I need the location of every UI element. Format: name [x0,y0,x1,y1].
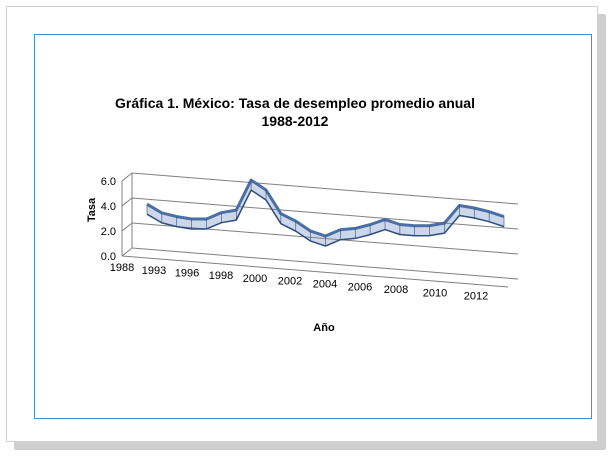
x-tick-label: 1998 [209,270,233,282]
chart-area: Gráfica 1. México: Tasa de desempleo pro… [34,34,592,419]
x-axis-label: Año [313,322,335,334]
gridline [131,247,519,280]
x-tick-label: 2002 [278,276,302,288]
x-tick-label: 1988 [110,262,134,274]
x-tick-label: 2006 [348,281,372,293]
grid-layer [121,172,519,288]
x-tick-label: 1996 [175,267,199,279]
gridline-depth [121,172,133,182]
x-tick-label: 1993 [142,265,166,277]
gridline-depth [121,197,133,207]
gridline [131,222,519,255]
x-tick-label: 2010 [423,287,447,299]
floor-edge [121,255,509,288]
chart-title: Gráfica 1. México: Tasa de desempleo pro… [115,95,475,111]
y-tick-label: 6.0 [101,176,116,188]
y-tick-label: 2.0 [101,226,116,238]
line-chart: Gráfica 1. México: Tasa de desempleo pro… [86,95,519,334]
y-tick-labels: 0.0 2.0 4.0 6.0 [101,176,116,263]
x-tick-label: 2004 [313,279,337,291]
chart-subtitle: 1988-2012 [262,113,329,129]
gridline [131,197,519,230]
gridline-depth [121,222,133,232]
x-tick-label: 2012 [464,291,488,303]
gridline [131,172,519,205]
y-axis-label: Tasa [86,197,98,222]
gridline-depth [121,247,133,257]
chart-frame: Gráfica 1. México: Tasa de desempleo pro… [6,6,598,442]
x-tick-labels: 1988 1993 1996 1998 2000 2002 2004 2006 2008 2010… [110,262,488,302]
x-tick-label: 2008 [384,284,408,296]
x-tick-label: 2000 [243,273,267,285]
y-tick-label: 0.0 [101,251,116,263]
series-layer [146,178,505,247]
y-tick-label: 4.0 [101,201,116,213]
